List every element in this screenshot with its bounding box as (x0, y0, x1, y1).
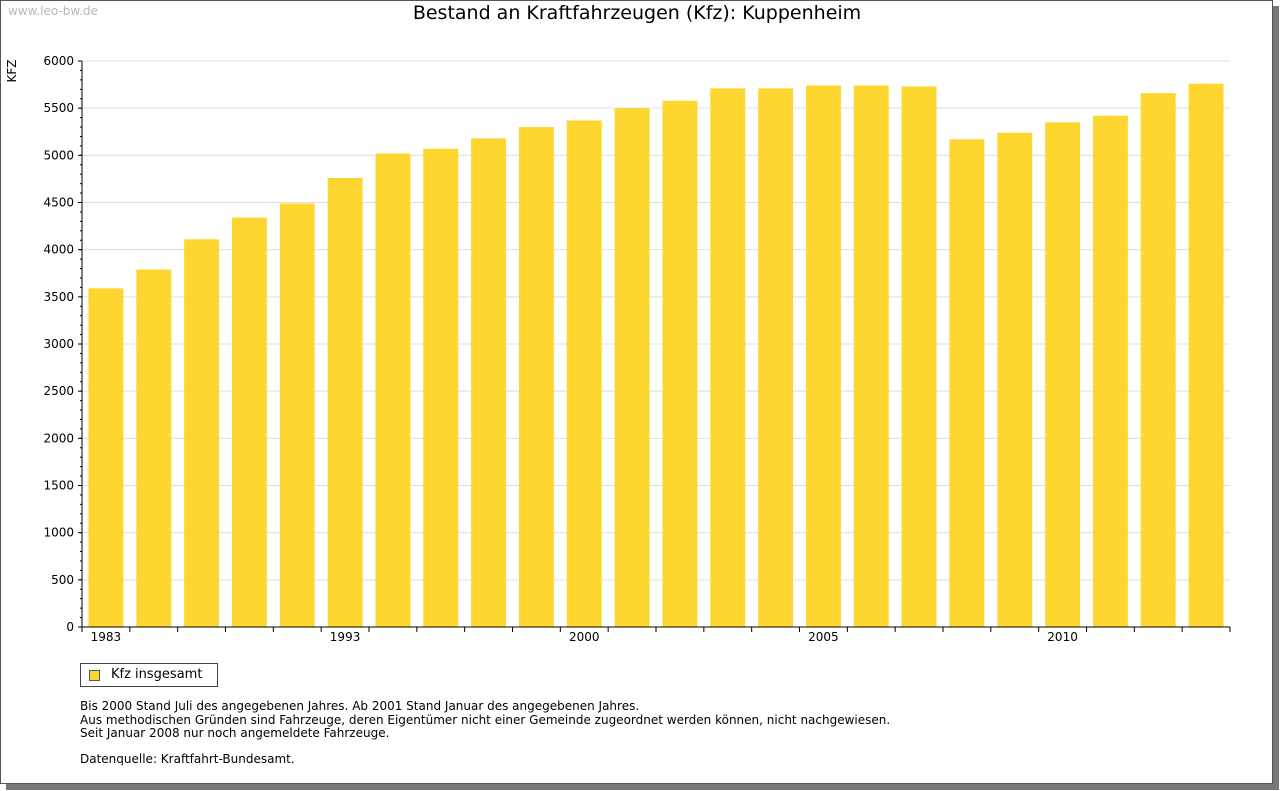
bar (1188, 83, 1224, 627)
footnote-3: Seit Januar 2008 nur noch angemeldete Fa… (80, 726, 390, 740)
bar (566, 120, 602, 628)
y-tick-label: 1500 (43, 479, 74, 493)
y-tick-label: 5500 (43, 101, 74, 115)
y-tick-label: 4500 (43, 196, 74, 210)
y-tick-label: 500 (51, 573, 74, 587)
bar (1092, 115, 1128, 628)
legend-label: Kfz insgesamt (111, 667, 203, 682)
bar (471, 138, 507, 627)
footnote-2: Aus methodischen Gründen sind Fahrzeuge,… (80, 712, 891, 727)
bar (136, 269, 172, 627)
bar (758, 88, 794, 627)
y-tick-label: 2500 (43, 384, 74, 398)
x-tick-label: 2010 (1047, 630, 1078, 644)
bar (327, 177, 363, 627)
bar (1140, 93, 1176, 627)
legend-swatch (89, 670, 100, 681)
bar (1045, 122, 1081, 628)
x-tick-label: 1993 (330, 630, 361, 644)
bar (518, 127, 554, 628)
y-tick-label: 2000 (43, 431, 74, 445)
x-tick-label: 2000 (569, 630, 600, 644)
bar (997, 132, 1033, 627)
watermark: www.leo-bw.de (8, 4, 98, 18)
y-axis-label: KFZ (5, 60, 19, 83)
y-tick-label: 4000 (43, 243, 74, 257)
bar (901, 86, 937, 628)
chart-title: Bestand an Kraftfahrzeugen (Kfz): Kuppen… (412, 2, 862, 24)
bar (279, 203, 315, 627)
y-tick-label: 5000 (43, 148, 74, 162)
y-tick-label: 1000 (43, 526, 74, 540)
bar (853, 85, 889, 627)
bar (710, 88, 746, 627)
legend: Kfz insgesamt (80, 663, 218, 687)
x-tick-label: 1983 (91, 630, 122, 644)
footnotes: Bis 2000 Stand Juli des angegebenen Jahr… (80, 699, 891, 741)
x-tick-label: 2005 (808, 630, 839, 644)
data-source: Datenquelle: Kraftfahrt-Bundesamt. (80, 752, 295, 766)
y-tick-label: 6000 (43, 54, 74, 68)
y-tick-label: 3500 (43, 290, 74, 304)
bar (614, 108, 650, 627)
footnote-1: Bis 2000 Stand Juli des angegebenen Jahr… (80, 699, 640, 713)
bar (662, 100, 698, 628)
bar (375, 153, 411, 628)
bar (184, 239, 220, 628)
bar (231, 217, 267, 628)
bar (949, 139, 985, 627)
bar (423, 148, 459, 628)
bar (88, 288, 124, 627)
y-tick-label: 3000 (43, 337, 74, 351)
y-tick-label: 0 (66, 620, 74, 634)
bar (805, 85, 841, 627)
